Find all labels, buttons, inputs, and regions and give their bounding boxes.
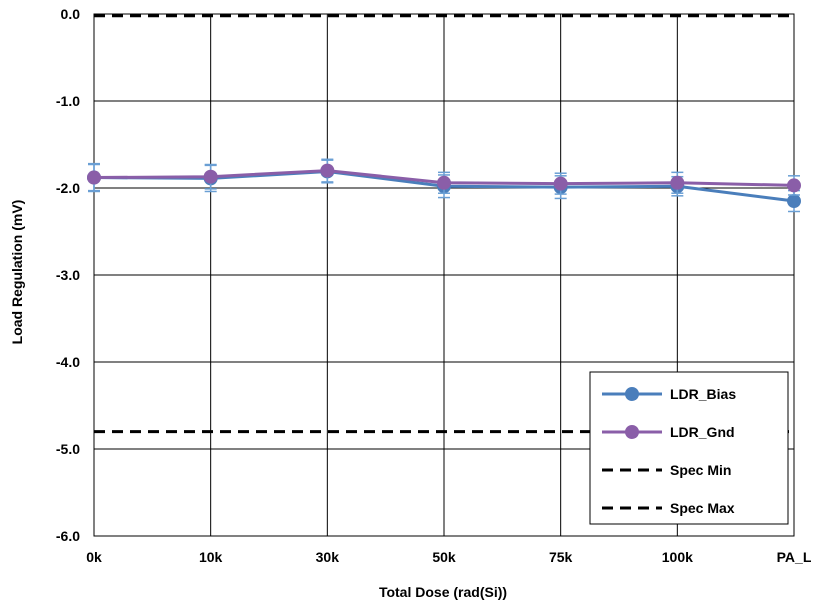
legend-marker-1	[625, 425, 639, 439]
y-axis-title: Load Regulation (mV)	[9, 200, 25, 345]
data-point-1-3	[437, 175, 451, 190]
data-point-1-6	[787, 178, 801, 193]
x-tick-label-1: 10k	[199, 549, 223, 565]
x-axis-title: Total Dose (rad(Si))	[379, 584, 507, 600]
y-tick-label-2: -2.0	[56, 180, 80, 196]
y-tick-label-0: 0.0	[61, 6, 81, 22]
y-tick-label-1: -1.0	[56, 93, 80, 109]
plot-border	[93, 13, 795, 537]
x-tick-label-3: 50k	[432, 549, 456, 565]
data-point-1-4	[553, 176, 568, 191]
legend: LDR_Bias LDR_Gnd Spec Min Spec Max	[589, 371, 789, 525]
x-tick-label-6: PA_L	[777, 549, 812, 565]
legend-item-0: LDR_Bias	[602, 386, 736, 402]
data-point-1-5	[670, 175, 685, 190]
y-tick-label-6: -6.0	[56, 528, 80, 544]
data-point-0-6	[787, 194, 801, 209]
x-tick-label-5: 100k	[662, 549, 693, 565]
y-tick-label-3: -3.0	[56, 267, 80, 283]
legend-marker-0	[625, 387, 639, 401]
legend-label-0: LDR_Bias	[670, 386, 736, 402]
legend-label-1: LDR_Gnd	[670, 424, 735, 440]
legend-box	[589, 371, 789, 525]
data-point-1-2	[320, 163, 335, 178]
legend-label-3: Spec Max	[670, 500, 735, 516]
series-1	[87, 158, 801, 196]
x-tick-label-0: 0k	[86, 549, 102, 565]
x-tick-label-2: 30k	[316, 549, 340, 565]
legend-item-1: LDR_Gnd	[602, 424, 735, 440]
data-series	[87, 158, 801, 213]
y-tick-label-5: -5.0	[56, 441, 80, 457]
legend-item-3: Spec Max	[602, 500, 735, 516]
legend-label-2: Spec Min	[670, 462, 731, 478]
data-point-1-1	[203, 169, 218, 184]
tick-labels: 0.0 -1.0 -2.0 -3.0 -4.0 -5.0 -6.0 0k 10k 30k 50k 75…	[56, 6, 812, 565]
y-tick-label-4: -4.0	[56, 354, 80, 370]
legend-item-2: Spec Min	[602, 462, 731, 478]
data-point-1-0	[87, 170, 101, 185]
x-tick-label-4: 75k	[549, 549, 573, 565]
